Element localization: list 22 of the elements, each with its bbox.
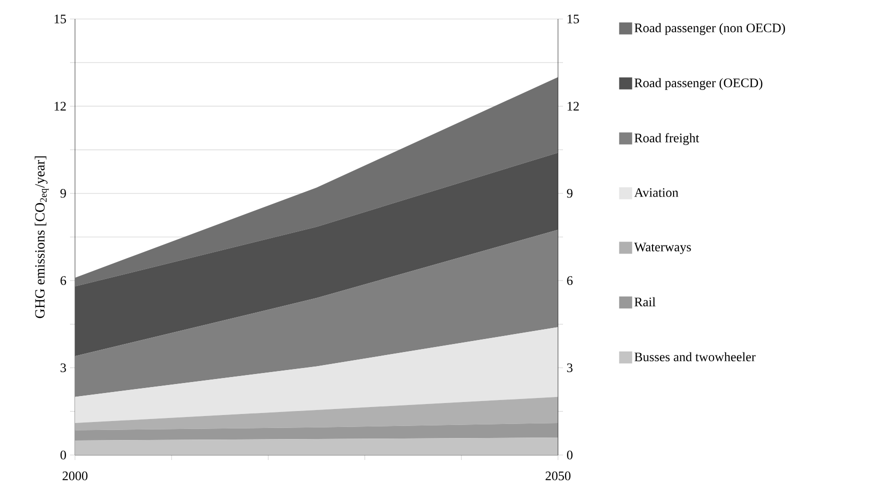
legend-label: Waterways bbox=[634, 242, 691, 254]
legend-label: Road freight bbox=[634, 133, 700, 146]
x-tick-label: 2050 bbox=[546, 472, 570, 480]
legend-label: Rail bbox=[634, 297, 656, 306]
y2-tick-label: 15 bbox=[568, 14, 579, 24]
y-tick-label: 12 bbox=[54, 102, 66, 110]
y-axis-title: GHG emissions [CO$_{2eq}$/year] bbox=[34, 156, 49, 318]
y-tick-label: 15 bbox=[54, 14, 66, 24]
y2-tick-label: 3 bbox=[567, 363, 572, 372]
legend-label: Busses and twowheeler bbox=[634, 352, 756, 362]
legend-label: Road passenger (non OECD) bbox=[634, 23, 785, 35]
y2-tick-label: 0 bbox=[567, 450, 573, 460]
legend-label: Aviation bbox=[634, 188, 678, 197]
y-tick-label: 3 bbox=[60, 363, 66, 372]
y2-tick-label: 6 bbox=[567, 276, 573, 285]
legend-label: Road passenger (OECD) bbox=[634, 78, 762, 90]
y-tick-label: 0 bbox=[60, 450, 66, 460]
y-tick-label: 6 bbox=[60, 276, 66, 285]
y2-tick-label: 9 bbox=[566, 189, 572, 198]
y2-tick-label: 12 bbox=[568, 102, 579, 110]
x-tick-label: 2000 bbox=[62, 472, 88, 480]
y-tick-label: 9 bbox=[60, 189, 66, 198]
